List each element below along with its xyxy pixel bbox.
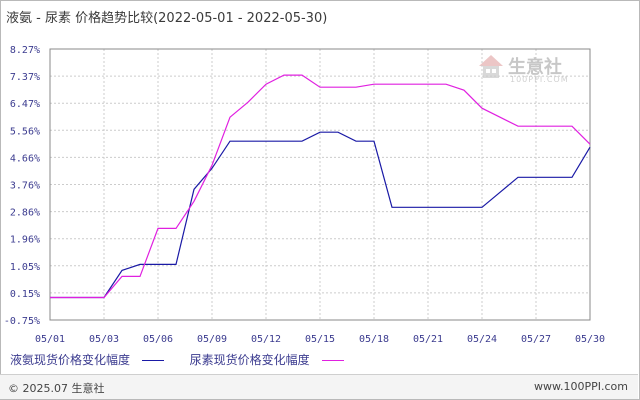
series-lines [50, 74, 591, 299]
x-tick-label: 05/30 [575, 334, 605, 345]
y-tick-label: 1.96% [10, 235, 40, 246]
legend-label-ammonia: 液氨现货价格变化幅度 [10, 353, 131, 367]
y-tick-labels: 8.27% 7.37% 6.47% 5.56% 4.66% 3.76% 2.86% 1.96%… [4, 45, 40, 327]
x-tick-label: 05/09 [197, 334, 227, 345]
x-tick-label: 05/03 [89, 334, 119, 345]
legend-swatch-ammonia [141, 360, 164, 361]
watermark-sub: 100PPI.COM [510, 75, 569, 84]
y-tick-label: 4.66% [10, 153, 40, 164]
x-tick-label: 05/01 [35, 334, 65, 345]
y-tick-label: -0.75% [4, 316, 40, 327]
y-tick-label: 1.05% [10, 262, 40, 273]
y-tick-label: 7.37% [10, 72, 40, 83]
legend-label-urea: 尿素现货价格变化幅度 [189, 353, 310, 367]
x-tick-label: 05/18 [359, 334, 389, 345]
watermark-name: 生意社 [508, 57, 562, 78]
series-line-urea [50, 74, 591, 299]
x-tick-label: 05/06 [143, 334, 173, 345]
y-tick-label: 8.27% [10, 45, 40, 56]
watermark-logo: 生意社 100PPI.COM [478, 53, 568, 85]
y-tick-label: 6.47% [10, 99, 40, 110]
copyright-text: © 2025.07 生意社 [8, 382, 105, 395]
y-tick-label: 5.56% [10, 126, 40, 137]
footer: © 2025.07 生意社 www.100PPI.com [0, 374, 638, 399]
legend-swatch-urea [321, 360, 344, 361]
series-line-ammonia [50, 131, 591, 299]
site-link[interactable]: www.100PPI.com [534, 380, 628, 393]
x-tick-label: 05/27 [521, 334, 551, 345]
legend-item-ammonia: 液氨现货价格变化幅度 [10, 351, 164, 368]
y-tick-label: 2.86% [10, 208, 40, 219]
chart-grid [49, 48, 591, 321]
chart-title: 液氨 - 尿素 价格趋势比较(2022-05-01 - 2022-05-30) [6, 11, 328, 26]
y-tick-label: 0.15% [10, 289, 40, 300]
chart-axes [49, 48, 591, 321]
legend-item-urea: 尿素现货价格变化幅度 [190, 351, 344, 368]
x-tick-label: 05/24 [467, 334, 497, 345]
x-tick-label: 05/15 [305, 334, 335, 345]
house-icon [479, 55, 503, 78]
x-tick-label: 05/21 [413, 334, 443, 345]
legend: 液氨现货价格变化幅度 尿素现货价格变化幅度 [10, 351, 366, 368]
x-tick-label: 05/12 [251, 334, 281, 345]
plot-border [49, 48, 591, 321]
x-tick-labels: 05/01 05/03 05/06 05/09 05/12 05/15 05/18 05/21… [35, 334, 605, 345]
y-tick-label: 3.76% [10, 181, 40, 192]
